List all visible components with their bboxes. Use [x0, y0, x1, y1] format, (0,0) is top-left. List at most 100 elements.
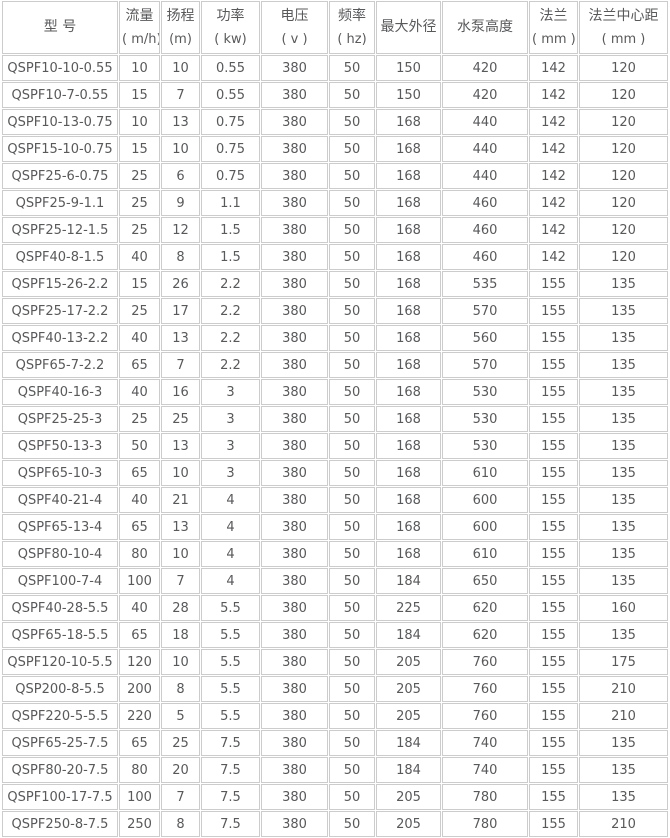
- value-cell: 168: [376, 325, 441, 351]
- value-cell: 135: [579, 757, 668, 783]
- model-cell: QSPF10-7-0.55: [2, 82, 118, 108]
- model-cell: QSPF25-6-0.75: [2, 163, 118, 189]
- column-header: 频率 ( hz): [329, 1, 375, 54]
- value-cell: 380: [261, 163, 328, 189]
- value-cell: 155: [529, 406, 578, 432]
- model-cell: QSPF80-20-7.5: [2, 757, 118, 783]
- model-cell: QSPF15-10-0.75: [2, 136, 118, 162]
- value-cell: 8: [161, 244, 200, 270]
- value-cell: 142: [529, 190, 578, 216]
- value-cell: 380: [261, 379, 328, 405]
- value-cell: 100: [119, 784, 160, 810]
- value-cell: 0.75: [201, 163, 260, 189]
- value-cell: 50: [329, 217, 375, 243]
- model-cell: QSPF25-25-3: [2, 406, 118, 432]
- value-cell: 168: [376, 109, 441, 135]
- value-cell: 150: [376, 82, 441, 108]
- value-cell: 155: [529, 568, 578, 594]
- value-cell: 210: [579, 811, 668, 837]
- model-cell: QSPF65-13-4: [2, 514, 118, 540]
- value-cell: 40: [119, 244, 160, 270]
- value-cell: 2.2: [201, 271, 260, 297]
- value-cell: 50: [329, 244, 375, 270]
- value-cell: 40: [119, 325, 160, 351]
- column-header-label: 功率: [216, 8, 245, 24]
- value-cell: 142: [529, 109, 578, 135]
- value-cell: 380: [261, 406, 328, 432]
- value-cell: 13: [161, 433, 200, 459]
- value-cell: 155: [529, 541, 578, 567]
- model-cell: QSPF40-16-3: [2, 379, 118, 405]
- table-row: QSPF65-18-5.5 65 18 5.5 380 50 184 620 155 135: [2, 622, 668, 648]
- value-cell: 5.5: [201, 703, 260, 729]
- value-cell: 13: [161, 514, 200, 540]
- value-cell: 780: [442, 811, 528, 837]
- value-cell: 50: [329, 136, 375, 162]
- value-cell: 50: [329, 433, 375, 459]
- value-cell: 460: [442, 190, 528, 216]
- value-cell: 120: [579, 163, 668, 189]
- value-cell: 25: [119, 163, 160, 189]
- value-cell: 50: [329, 595, 375, 621]
- value-cell: 40: [119, 379, 160, 405]
- column-header-unit: ( hz): [337, 32, 367, 47]
- value-cell: 2.2: [201, 352, 260, 378]
- value-cell: 0.75: [201, 136, 260, 162]
- model-cell: QSPF100-17-7.5: [2, 784, 118, 810]
- value-cell: 460: [442, 244, 528, 270]
- table-row: QSPF10-7-0.55 15 7 0.55 380 50 150 420 142 120: [2, 82, 668, 108]
- value-cell: 7.5: [201, 757, 260, 783]
- value-cell: 40: [119, 595, 160, 621]
- value-cell: 120: [579, 109, 668, 135]
- value-cell: 135: [579, 568, 668, 594]
- table-row: QSP200-8-5.5 200 8 5.5 380 50 205 760 155 210: [2, 676, 668, 702]
- value-cell: 440: [442, 163, 528, 189]
- value-cell: 380: [261, 811, 328, 837]
- value-cell: 142: [529, 244, 578, 270]
- value-cell: 184: [376, 730, 441, 756]
- value-cell: 7.5: [201, 784, 260, 810]
- value-cell: 380: [261, 649, 328, 675]
- value-cell: 380: [261, 703, 328, 729]
- table-row: QSPF80-10-4 80 10 4 380 50 168 610 155 135: [2, 541, 668, 567]
- value-cell: 155: [529, 271, 578, 297]
- value-cell: 380: [261, 55, 328, 81]
- header-row: 型 号 流量 ( m/h) 扬程 (m) 功率 ( kw) 电压 ( v ) 频率 ( hz) 最大外…: [2, 1, 668, 54]
- value-cell: 120: [579, 190, 668, 216]
- value-cell: 205: [376, 676, 441, 702]
- value-cell: 28: [161, 595, 200, 621]
- value-cell: 7: [161, 568, 200, 594]
- value-cell: 50: [329, 487, 375, 513]
- table-row: QSPF15-10-0.75 15 10 0.75 380 50 168 440 142 120: [2, 136, 668, 162]
- value-cell: 18: [161, 622, 200, 648]
- value-cell: 7: [161, 82, 200, 108]
- value-cell: 135: [579, 622, 668, 648]
- value-cell: 155: [529, 352, 578, 378]
- column-header-label: 法兰中心距: [588, 8, 659, 24]
- value-cell: 13: [161, 109, 200, 135]
- value-cell: 380: [261, 487, 328, 513]
- table-row: QSPF10-10-0.55 10 10 0.55 380 50 150 420 142 120: [2, 55, 668, 81]
- value-cell: 50: [329, 649, 375, 675]
- value-cell: 50: [329, 676, 375, 702]
- value-cell: 21: [161, 487, 200, 513]
- value-cell: 135: [579, 541, 668, 567]
- model-cell: QSPF15-26-2.2: [2, 271, 118, 297]
- value-cell: 20: [161, 757, 200, 783]
- value-cell: 80: [119, 757, 160, 783]
- value-cell: 50: [329, 622, 375, 648]
- table-row: QSPF25-9-1.1 25 9 1.1 380 50 168 460 142 120: [2, 190, 668, 216]
- value-cell: 10: [161, 460, 200, 486]
- value-cell: 168: [376, 541, 441, 567]
- model-cell: QSPF10-10-0.55: [2, 55, 118, 81]
- value-cell: 155: [529, 433, 578, 459]
- value-cell: 155: [529, 325, 578, 351]
- value-cell: 135: [579, 730, 668, 756]
- value-cell: 184: [376, 622, 441, 648]
- value-cell: 380: [261, 217, 328, 243]
- value-cell: 135: [579, 379, 668, 405]
- value-cell: 135: [579, 433, 668, 459]
- value-cell: 380: [261, 541, 328, 567]
- value-cell: 168: [376, 487, 441, 513]
- value-cell: 10: [161, 541, 200, 567]
